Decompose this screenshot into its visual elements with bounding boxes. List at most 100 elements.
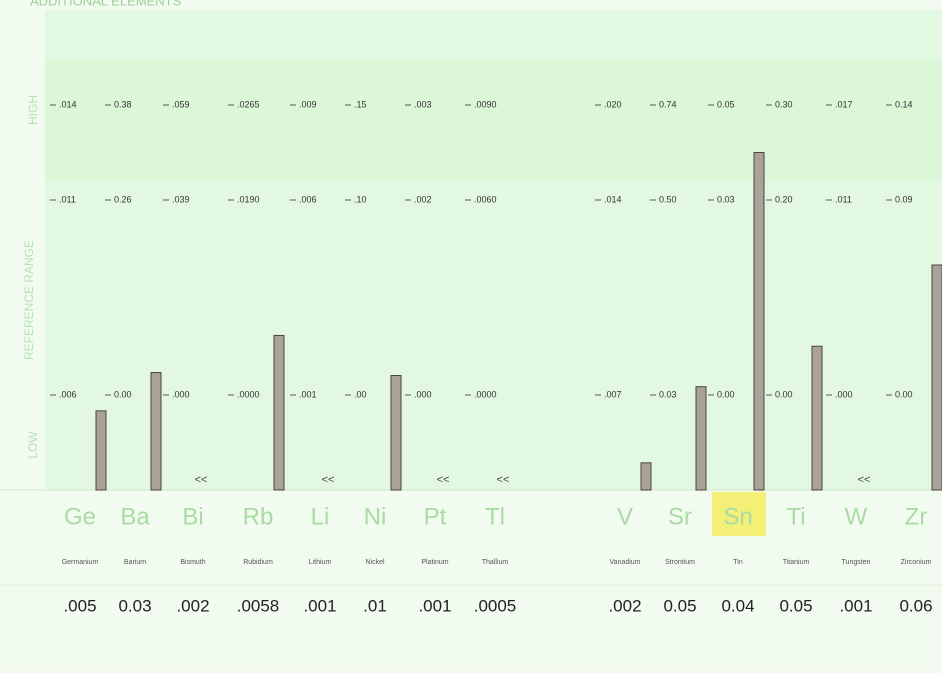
element-name: Strontium bbox=[665, 559, 695, 566]
tick-label: .0090 bbox=[474, 99, 497, 109]
tick-label: 0.00 bbox=[114, 389, 132, 399]
tick-label: .0265 bbox=[237, 99, 260, 109]
tick-label: .000 bbox=[172, 389, 190, 399]
tick-label: .006 bbox=[59, 389, 77, 399]
result-value: .0005 bbox=[474, 596, 517, 615]
tick-label: .009 bbox=[299, 99, 317, 109]
result-bar bbox=[931, 264, 942, 491]
result-value: 0.05 bbox=[779, 596, 812, 615]
element-name: Lithium bbox=[309, 559, 332, 566]
tick-label: 0.14 bbox=[895, 99, 913, 109]
result-value: 0.04 bbox=[721, 596, 754, 615]
tick-label: .020 bbox=[604, 99, 622, 109]
element-name: Tin bbox=[733, 559, 743, 566]
tick-label: .000 bbox=[414, 389, 432, 399]
element-name: Tungsten bbox=[842, 559, 871, 566]
tick-label: .006 bbox=[299, 194, 317, 204]
title: ADDITIONAL ELEMENTS bbox=[30, 0, 182, 8]
element-symbol: Ge bbox=[64, 503, 96, 530]
tick-label: .011 bbox=[59, 194, 76, 204]
tick-label: .000 bbox=[835, 389, 853, 399]
element-name: Rubidium bbox=[243, 559, 273, 566]
tick-label: 0.00 bbox=[717, 389, 735, 399]
result-bar bbox=[150, 372, 162, 491]
tick-label: .0000 bbox=[237, 389, 260, 399]
element-name: Titanium bbox=[783, 559, 810, 566]
tick-label: 0.09 bbox=[895, 194, 913, 204]
result-bar bbox=[95, 410, 107, 491]
tick-label: .039 bbox=[172, 194, 190, 204]
tick-label: 0.20 bbox=[775, 194, 793, 204]
below-flag: << bbox=[437, 474, 450, 486]
tick-label: .014 bbox=[59, 99, 77, 109]
result-bar bbox=[753, 152, 765, 491]
tick-label: .059 bbox=[172, 99, 190, 109]
tick-label: 0.26 bbox=[114, 194, 132, 204]
result-bar bbox=[390, 375, 402, 491]
result-value: 0.03 bbox=[118, 596, 151, 615]
below-flag: << bbox=[858, 474, 871, 486]
element-symbol: Rb bbox=[243, 503, 274, 530]
tick-label: .003 bbox=[414, 99, 432, 109]
side-label: HIGH bbox=[26, 95, 40, 125]
below-flag: << bbox=[497, 474, 510, 486]
tick-label: .15 bbox=[354, 99, 367, 109]
tick-label: .0190 bbox=[237, 194, 260, 204]
tick-label: .011 bbox=[835, 194, 852, 204]
result-value: .001 bbox=[303, 596, 336, 615]
element-name: Nickel bbox=[365, 559, 385, 566]
result-bar bbox=[811, 345, 823, 491]
element-symbol: Pt bbox=[424, 503, 447, 530]
element-name: Barium bbox=[124, 559, 146, 566]
tick-label: 0.38 bbox=[114, 99, 132, 109]
tick-label: 0.00 bbox=[775, 389, 793, 399]
result-bar bbox=[273, 334, 285, 491]
result-value: .001 bbox=[418, 596, 451, 615]
tick-label: 0.05 bbox=[717, 99, 735, 109]
result-bar bbox=[640, 462, 652, 491]
tick-label: .10 bbox=[354, 194, 367, 204]
result-value: 0.05 bbox=[663, 596, 696, 615]
below-flag: << bbox=[322, 474, 335, 486]
element-name: Bismuth bbox=[180, 559, 205, 566]
element-symbol: Li bbox=[311, 503, 330, 530]
tick-label: 0.50 bbox=[659, 194, 677, 204]
element-name: Vanadium bbox=[609, 559, 640, 566]
element-symbol: Ti bbox=[786, 503, 805, 530]
tick-label: .007 bbox=[604, 389, 622, 399]
result-value: .001 bbox=[839, 596, 872, 615]
result-bar bbox=[695, 386, 707, 491]
element-symbol: Ni bbox=[364, 503, 387, 530]
element-symbol: Sn bbox=[723, 503, 752, 530]
result-value: 0.06 bbox=[899, 596, 932, 615]
element-name: Platinum bbox=[421, 559, 448, 566]
element-name: Zirconium bbox=[901, 559, 932, 566]
result-value: .005 bbox=[63, 596, 96, 615]
element-symbol: V bbox=[617, 503, 633, 530]
tick-label: 0.03 bbox=[717, 194, 735, 204]
element-symbol: Ba bbox=[120, 503, 150, 530]
tick-label: .00 bbox=[354, 389, 367, 399]
tick-label: .002 bbox=[414, 194, 432, 204]
tick-label: 0.00 bbox=[895, 389, 913, 399]
result-value: .01 bbox=[363, 596, 387, 615]
tick-label: .0060 bbox=[474, 194, 497, 204]
tick-label: .0000 bbox=[474, 389, 497, 399]
tick-label: 0.03 bbox=[659, 389, 677, 399]
result-value: .002 bbox=[608, 596, 641, 615]
result-value: .002 bbox=[176, 596, 209, 615]
element-symbol: W bbox=[845, 503, 868, 530]
tick-label: .017 bbox=[835, 99, 853, 109]
tick-label: 0.74 bbox=[659, 99, 677, 109]
element-symbol: Bi bbox=[182, 503, 203, 530]
element-name: Thallium bbox=[482, 559, 509, 566]
tick-label: .001 bbox=[299, 389, 317, 399]
tick-label: 0.30 bbox=[775, 99, 793, 109]
element-symbol: Tl bbox=[485, 503, 505, 530]
below-flag: << bbox=[195, 474, 208, 486]
tick-label: .014 bbox=[604, 194, 622, 204]
side-label: REFERENCE RANGE bbox=[22, 240, 36, 360]
element-symbol: Sr bbox=[668, 503, 692, 530]
